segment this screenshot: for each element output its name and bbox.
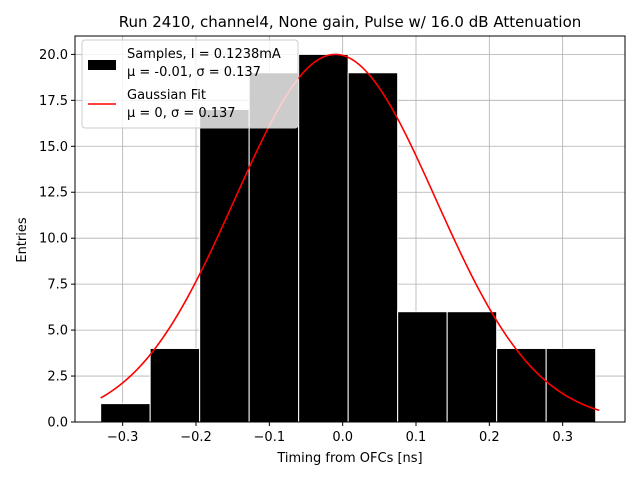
x-tick-label: −0.3 xyxy=(107,430,139,445)
histogram-bar xyxy=(100,403,151,423)
legend-fit-stats: μ = 0, σ = 0.137 xyxy=(127,106,236,121)
x-axis-ticks: −0.3 −0.2 −0.1 0.0 0.1 0.2 0.3 xyxy=(107,422,573,445)
histogram-bar xyxy=(347,72,399,423)
histogram-bar xyxy=(298,53,349,423)
y-tick-label: 15.0 xyxy=(39,140,68,155)
histogram-bars xyxy=(100,53,597,423)
x-tick-label: −0.2 xyxy=(180,430,212,445)
y-tick-label: 7.5 xyxy=(47,278,68,293)
histogram-bar xyxy=(397,311,448,423)
gaussian-fit-line xyxy=(100,53,600,412)
y-tick-label: 10.0 xyxy=(39,232,68,247)
y-tick-label: 17.5 xyxy=(39,94,68,109)
gaussian-fit xyxy=(100,53,600,412)
plot-frame xyxy=(74,35,626,423)
y-tick-label: 20.0 xyxy=(39,48,68,63)
histogram-bar xyxy=(248,72,300,423)
histogram-bar xyxy=(149,347,201,423)
histogram-bar xyxy=(446,311,498,423)
x-axis-label: Timing from OFCs [ns] xyxy=(276,451,422,466)
x-tick-label: 0.3 xyxy=(552,430,573,445)
histogram-bar xyxy=(545,347,597,423)
x-tick-label: 0.2 xyxy=(479,430,500,445)
legend-histogram-label: Samples, I = 0.1238mA xyxy=(127,47,281,62)
x-tick-label: 0.0 xyxy=(332,430,353,445)
y-axis-label: Entries xyxy=(15,217,30,263)
legend-histogram-swatch xyxy=(88,60,116,70)
legend-box xyxy=(81,39,299,129)
legend-fit-label: Gaussian Fit xyxy=(127,88,206,103)
y-tick-label: 12.5 xyxy=(39,186,68,201)
legend: Samples, I = 0.1238mA μ = -0.01, σ = 0.1… xyxy=(81,39,299,129)
x-tick-label: 0.1 xyxy=(406,430,427,445)
y-axis-ticks: 0.0 2.5 5.0 7.5 10.0 12.5 15.0 17.5 20.0 xyxy=(39,48,75,431)
histogram-bar xyxy=(199,109,250,423)
chart-title: Run 2410, channel4, None gain, Pulse w/ … xyxy=(119,13,582,31)
y-tick-label: 5.0 xyxy=(47,324,68,339)
y-tick-label: 2.5 xyxy=(47,370,68,385)
x-tick-label: −0.1 xyxy=(254,430,286,445)
histogram-bar xyxy=(496,347,547,423)
legend-histogram-stats: μ = -0.01, σ = 0.137 xyxy=(127,65,261,80)
y-tick-label: 0.0 xyxy=(47,416,68,431)
